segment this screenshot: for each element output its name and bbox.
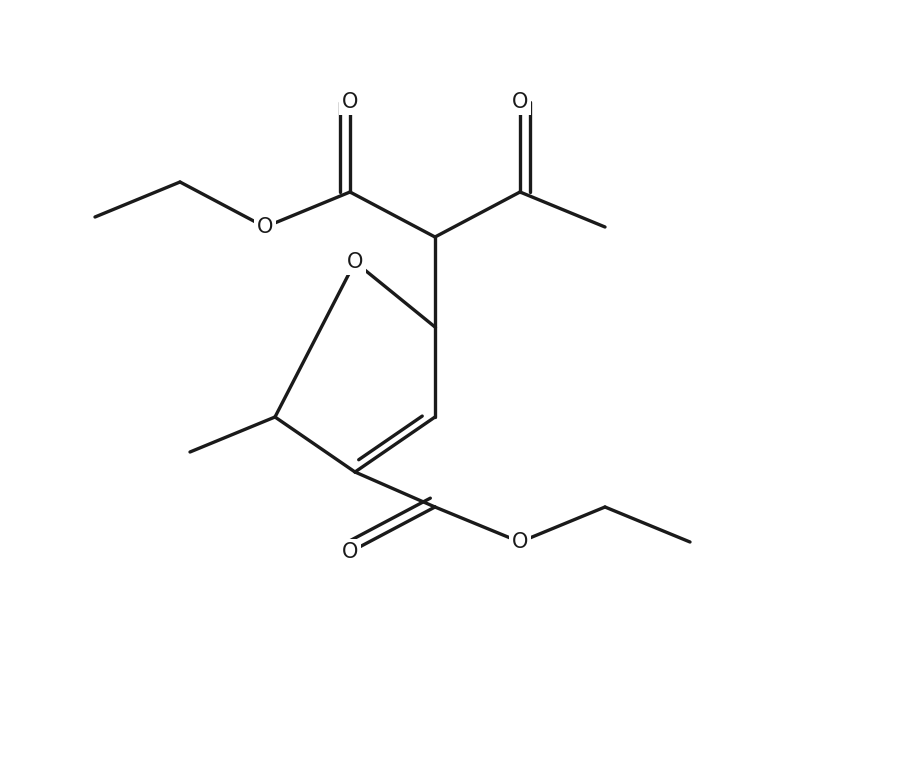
Text: O: O [257, 217, 274, 237]
Text: O: O [512, 532, 528, 552]
Text: O: O [347, 252, 364, 272]
Text: O: O [512, 92, 528, 112]
Text: O: O [342, 542, 358, 562]
Text: O: O [342, 92, 358, 112]
